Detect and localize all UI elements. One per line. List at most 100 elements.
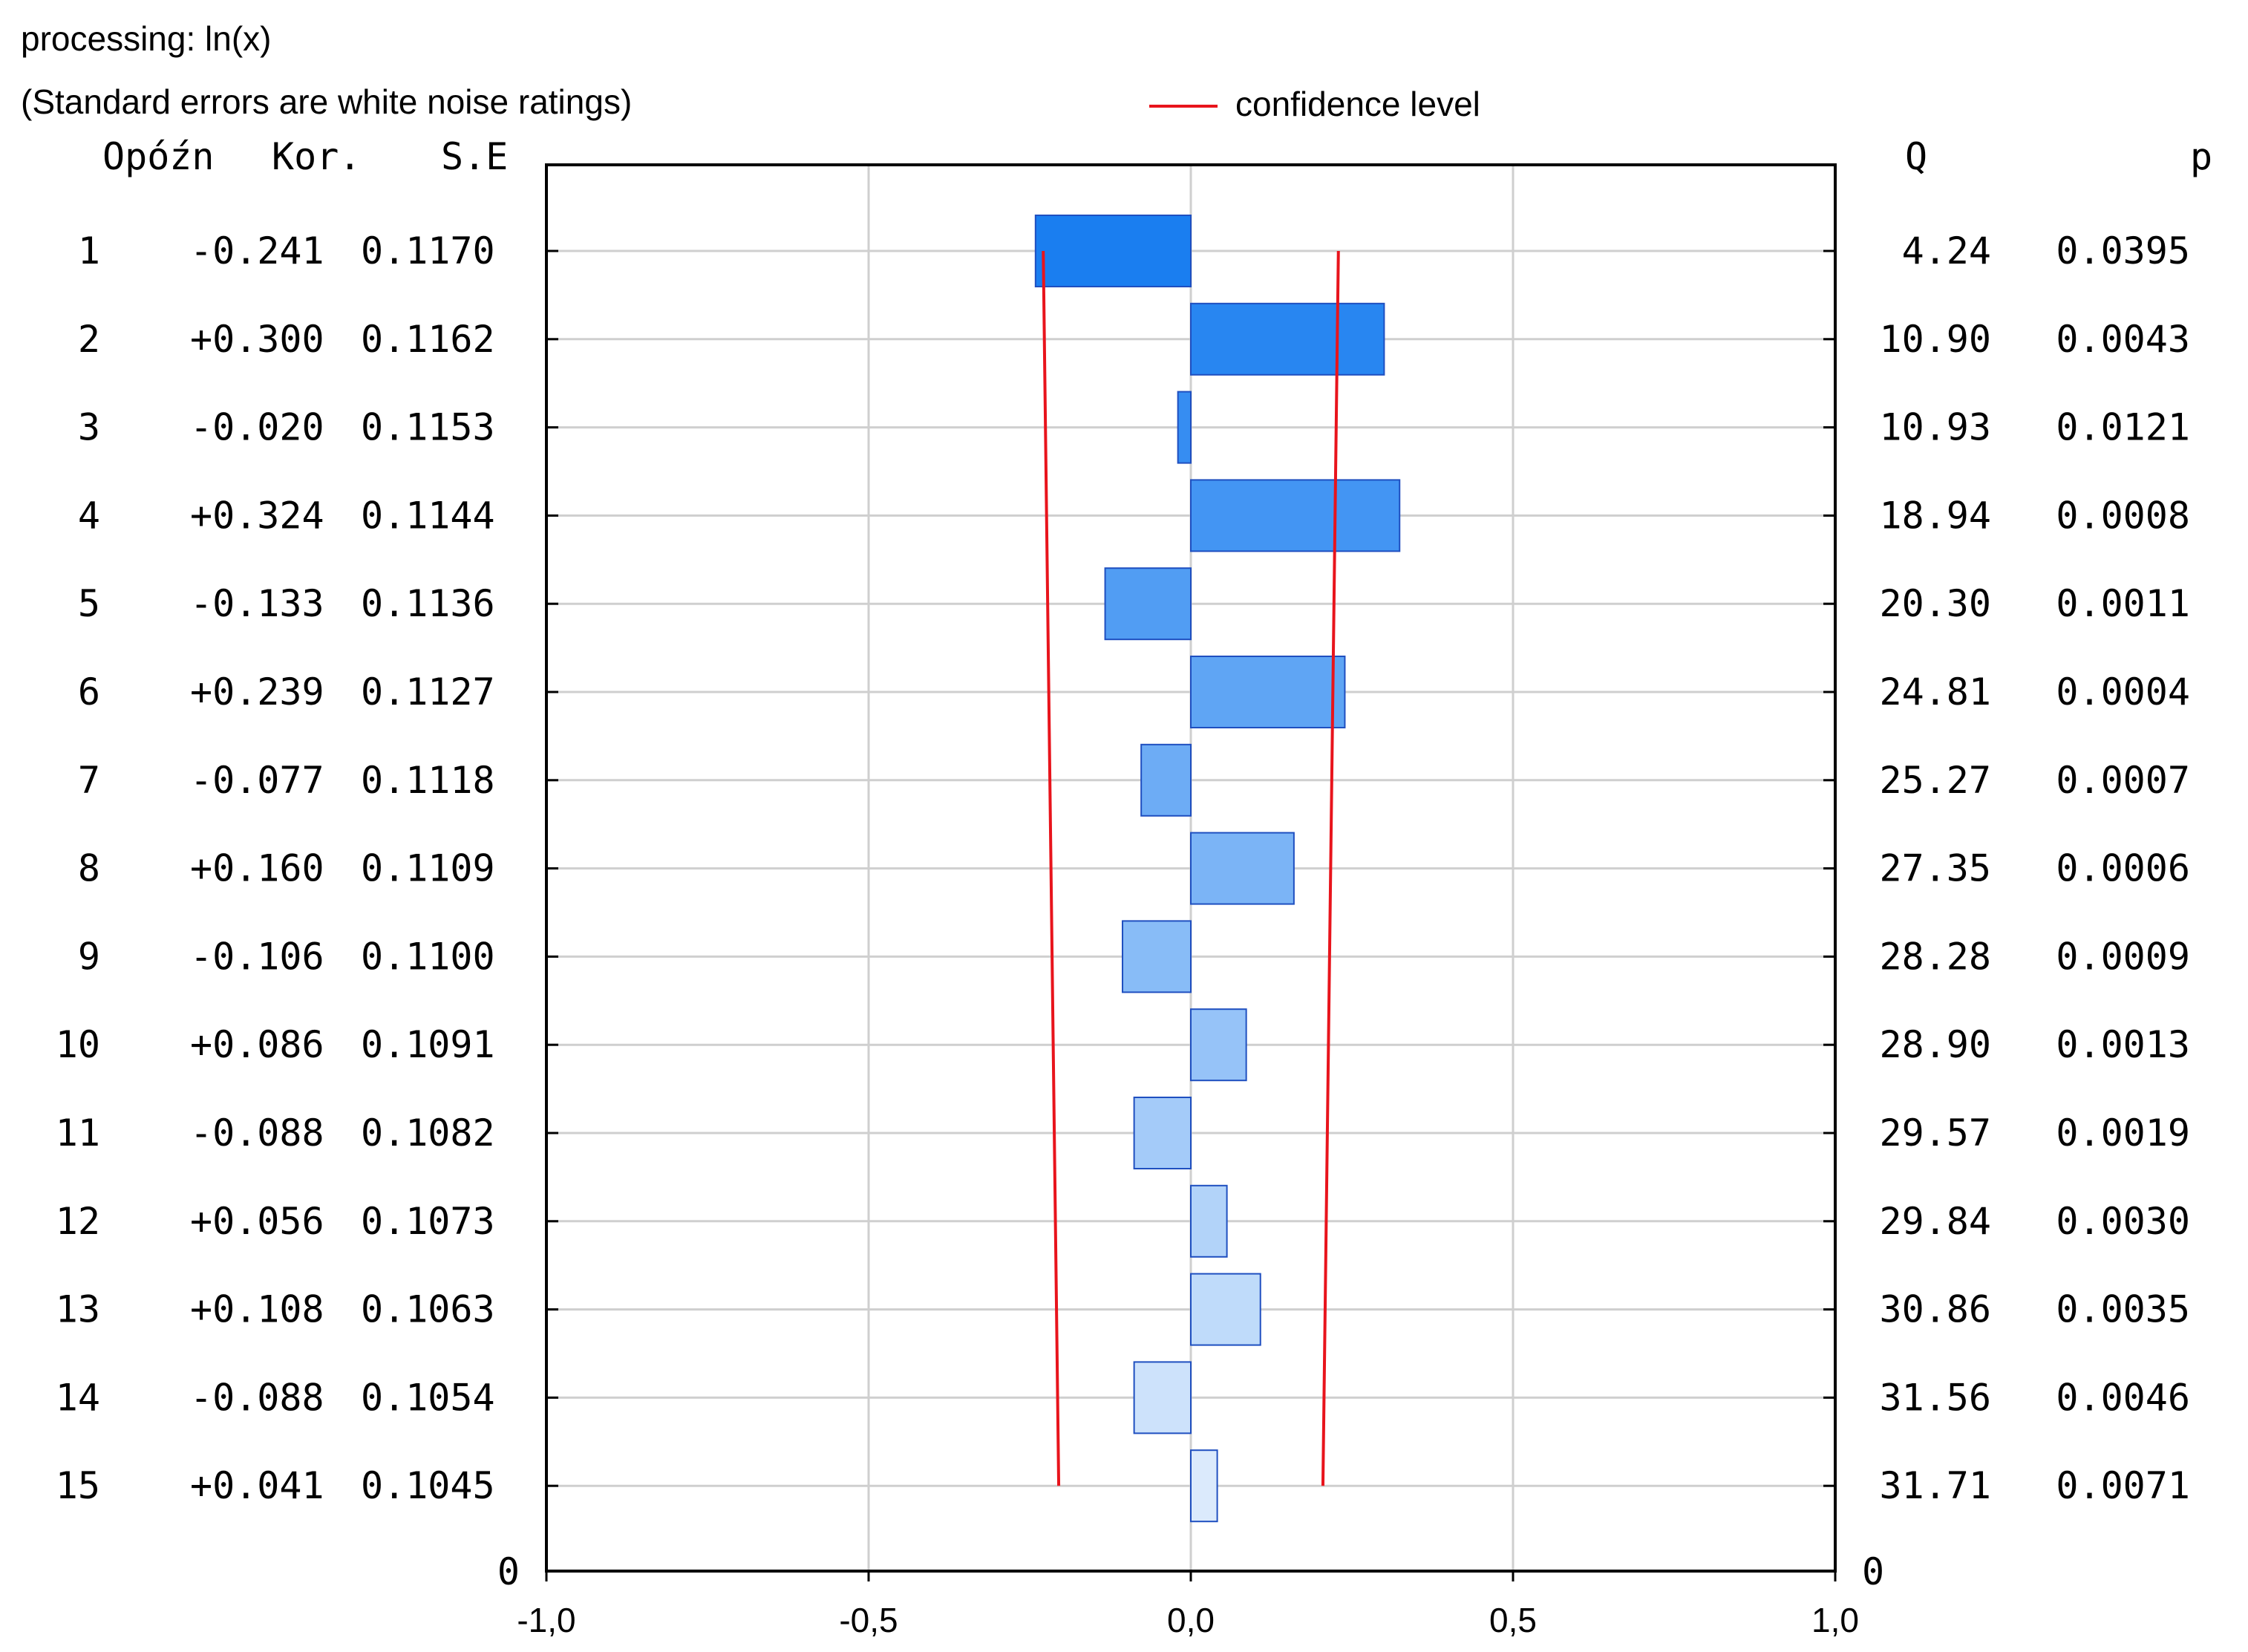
row-p: 0.0011 — [2056, 582, 2190, 625]
x-tick-label: -1,0 — [517, 1601, 575, 1639]
bar-lag-11 — [1133, 1097, 1192, 1169]
bar-lag-1 — [1034, 215, 1192, 287]
processing-label: processing: ln(x) — [21, 19, 271, 58]
row-corr: +0.041 — [190, 1464, 324, 1507]
row-p: 0.0004 — [2056, 670, 2190, 714]
confidence-line-lower — [1042, 250, 1061, 1486]
row-corr: +0.108 — [190, 1288, 324, 1331]
row-corr: -0.088 — [190, 1376, 324, 1419]
row-corr: +0.160 — [190, 847, 324, 890]
row-corr: -0.088 — [190, 1111, 324, 1155]
row-corr: +0.300 — [190, 318, 324, 361]
row-lag: 14 — [56, 1376, 100, 1419]
row-se: 0.1091 — [361, 1023, 495, 1066]
bar-lag-15 — [1190, 1449, 1218, 1523]
row-q: 27.35 — [1879, 847, 1991, 890]
row-se: 0.1153 — [361, 406, 495, 449]
bar-lag-13 — [1190, 1273, 1261, 1346]
row-q: 10.90 — [1879, 318, 1991, 361]
row-lag: 6 — [78, 670, 100, 714]
row-se: 0.1136 — [361, 582, 495, 625]
bar-lag-14 — [1133, 1361, 1192, 1434]
row-corr: +0.324 — [190, 494, 324, 537]
row-se: 0.1170 — [361, 229, 495, 272]
row-p: 0.0008 — [2056, 494, 2190, 537]
row-lag: 4 — [78, 494, 100, 537]
row-lag: 8 — [78, 847, 100, 890]
row-q: 10.93 — [1879, 406, 1991, 449]
bottom-lag-zero: 0 — [497, 1550, 520, 1593]
row-p: 0.0395 — [2056, 229, 2190, 272]
row-lag: 3 — [78, 406, 100, 449]
bar-lag-7 — [1140, 743, 1192, 817]
row-lag: 11 — [56, 1111, 100, 1155]
row-corr: -0.241 — [190, 229, 324, 272]
row-se: 0.1127 — [361, 670, 495, 714]
row-q: 4.24 — [1902, 229, 1991, 272]
row-q: 28.90 — [1879, 1023, 1991, 1066]
row-corr: -0.020 — [190, 406, 324, 449]
row-se: 0.1118 — [361, 759, 495, 802]
bar-lag-5 — [1104, 567, 1192, 641]
row-corr: -0.106 — [190, 935, 324, 978]
row-p: 0.0043 — [2056, 318, 2190, 361]
row-se: 0.1082 — [361, 1111, 495, 1155]
row-p: 0.0030 — [2056, 1200, 2190, 1243]
bottom-q-zero: 0 — [1862, 1550, 1884, 1593]
row-lag: 10 — [56, 1023, 100, 1066]
x-axis: -1,0 -0,5 0,0 0,5 1,0 — [517, 1571, 1859, 1639]
row-q: 28.28 — [1879, 935, 1991, 978]
bar-lag-9 — [1121, 920, 1192, 993]
row-p: 0.0009 — [2056, 935, 2190, 978]
x-tick-label: -0,5 — [839, 1601, 898, 1639]
bar-lag-8 — [1190, 832, 1295, 905]
bar-lag-4 — [1190, 479, 1401, 552]
row-labels: 1 -0.241 0.1170 4.24 0.0395 2 +0.300 0.1162 10.9… — [56, 229, 2190, 1593]
column-header-lag: Opóźn — [102, 135, 215, 178]
x-tick-label: 0,5 — [1489, 1601, 1537, 1639]
bar-lag-3 — [1177, 391, 1192, 464]
row-lag: 7 — [78, 759, 100, 802]
row-q: 20.30 — [1879, 582, 1991, 625]
note-label: (Standard errors are white noise ratings… — [21, 82, 632, 121]
row-corr: +0.086 — [190, 1023, 324, 1066]
row-corr: +0.239 — [190, 670, 324, 714]
row-se: 0.1045 — [361, 1464, 495, 1507]
row-p: 0.0019 — [2056, 1111, 2190, 1155]
confidence-line-upper — [1321, 250, 1340, 1486]
column-header-se: S.E — [441, 135, 508, 178]
row-q: 25.27 — [1879, 759, 1991, 802]
bar-lag-10 — [1190, 1008, 1247, 1082]
row-p: 0.0007 — [2056, 759, 2190, 802]
legend: confidence level — [1149, 85, 1480, 123]
row-p: 0.0006 — [2056, 847, 2190, 890]
x-tick-label: 1,0 — [1811, 1601, 1859, 1639]
row-p: 0.0035 — [2056, 1288, 2190, 1331]
row-q: 31.56 — [1879, 1376, 1991, 1419]
bar-lag-2 — [1190, 302, 1385, 376]
row-lag: 9 — [78, 935, 100, 978]
row-corr: -0.133 — [190, 582, 324, 625]
row-q: 29.57 — [1879, 1111, 1991, 1155]
row-q: 31.71 — [1879, 1464, 1991, 1507]
row-q: 30.86 — [1879, 1288, 1991, 1331]
row-se: 0.1054 — [361, 1376, 495, 1419]
row-p: 0.0013 — [2056, 1023, 2190, 1066]
column-header-corr: Kor. — [272, 135, 361, 178]
row-p: 0.0071 — [2056, 1464, 2190, 1507]
row-q: 18.94 — [1879, 494, 1991, 537]
row-lag: 5 — [78, 582, 100, 625]
legend-confidence-label: confidence level — [1235, 85, 1480, 123]
row-lag: 1 — [78, 229, 100, 272]
row-q: 24.81 — [1879, 670, 1991, 714]
column-header-q: Q — [1905, 135, 1927, 178]
row-lag: 15 — [56, 1464, 100, 1507]
row-se: 0.1144 — [361, 494, 495, 537]
row-se: 0.1100 — [361, 935, 495, 978]
row-lag: 13 — [56, 1288, 100, 1331]
row-se: 0.1109 — [361, 847, 495, 890]
row-se: 0.1073 — [361, 1200, 495, 1243]
row-corr: +0.056 — [190, 1200, 324, 1243]
row-corr: -0.077 — [190, 759, 324, 802]
bar-lag-6 — [1190, 656, 1346, 728]
